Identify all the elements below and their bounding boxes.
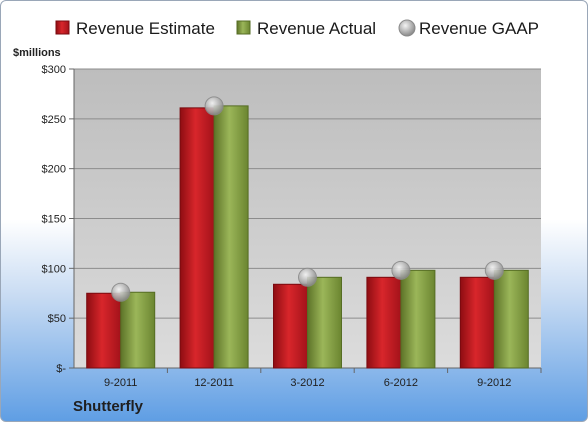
legend-swatch bbox=[55, 20, 70, 35]
legend-swatch bbox=[236, 20, 251, 35]
y-tick-label: $150 bbox=[42, 214, 66, 226]
y-tick-label: $100 bbox=[42, 263, 66, 275]
bar-revenue-estimate bbox=[273, 283, 308, 369]
bar-revenue-estimate bbox=[179, 107, 215, 369]
marker-revenue-gaap bbox=[204, 96, 224, 116]
bar-revenue-estimate bbox=[459, 276, 495, 369]
x-tick-label: 12-2011 bbox=[194, 377, 234, 389]
marker-revenue-gaap bbox=[484, 260, 504, 280]
legend-label: Revenue Estimate bbox=[76, 19, 215, 38]
bar-revenue-actual bbox=[493, 269, 529, 369]
bar-revenue-actual bbox=[213, 105, 249, 369]
bar-revenue-actual bbox=[400, 269, 436, 369]
y-tick-label: $250 bbox=[42, 114, 66, 126]
y-tick-label: $300 bbox=[42, 64, 66, 76]
x-tick-label: 6-2012 bbox=[384, 377, 418, 389]
y-tick-label: $50 bbox=[48, 313, 66, 325]
y-tick-label: $- bbox=[56, 363, 66, 375]
bar-revenue-estimate bbox=[366, 276, 402, 369]
legend-label: Revenue GAAP bbox=[419, 19, 539, 38]
y-tick-label: $200 bbox=[42, 164, 66, 176]
bar-revenue-actual bbox=[120, 291, 156, 369]
legend-swatch bbox=[398, 19, 416, 37]
marker-revenue-gaap bbox=[298, 267, 317, 287]
marker-revenue-gaap bbox=[391, 260, 411, 280]
company-name: Shutterfly bbox=[73, 398, 144, 415]
y-axis-label: $millions bbox=[13, 47, 61, 59]
x-tick-label: 9-2012 bbox=[477, 377, 511, 389]
legend-label: Revenue Actual bbox=[257, 19, 376, 38]
bar-revenue-actual bbox=[307, 276, 342, 369]
marker-revenue-gaap bbox=[111, 282, 131, 302]
x-tick-label: 3-2012 bbox=[290, 377, 324, 389]
x-tick-label: 9-2011 bbox=[104, 377, 137, 389]
legend: Revenue Estimate Revenue Actual Revenue GA… bbox=[55, 19, 539, 38]
bar-revenue-estimate bbox=[86, 292, 122, 369]
